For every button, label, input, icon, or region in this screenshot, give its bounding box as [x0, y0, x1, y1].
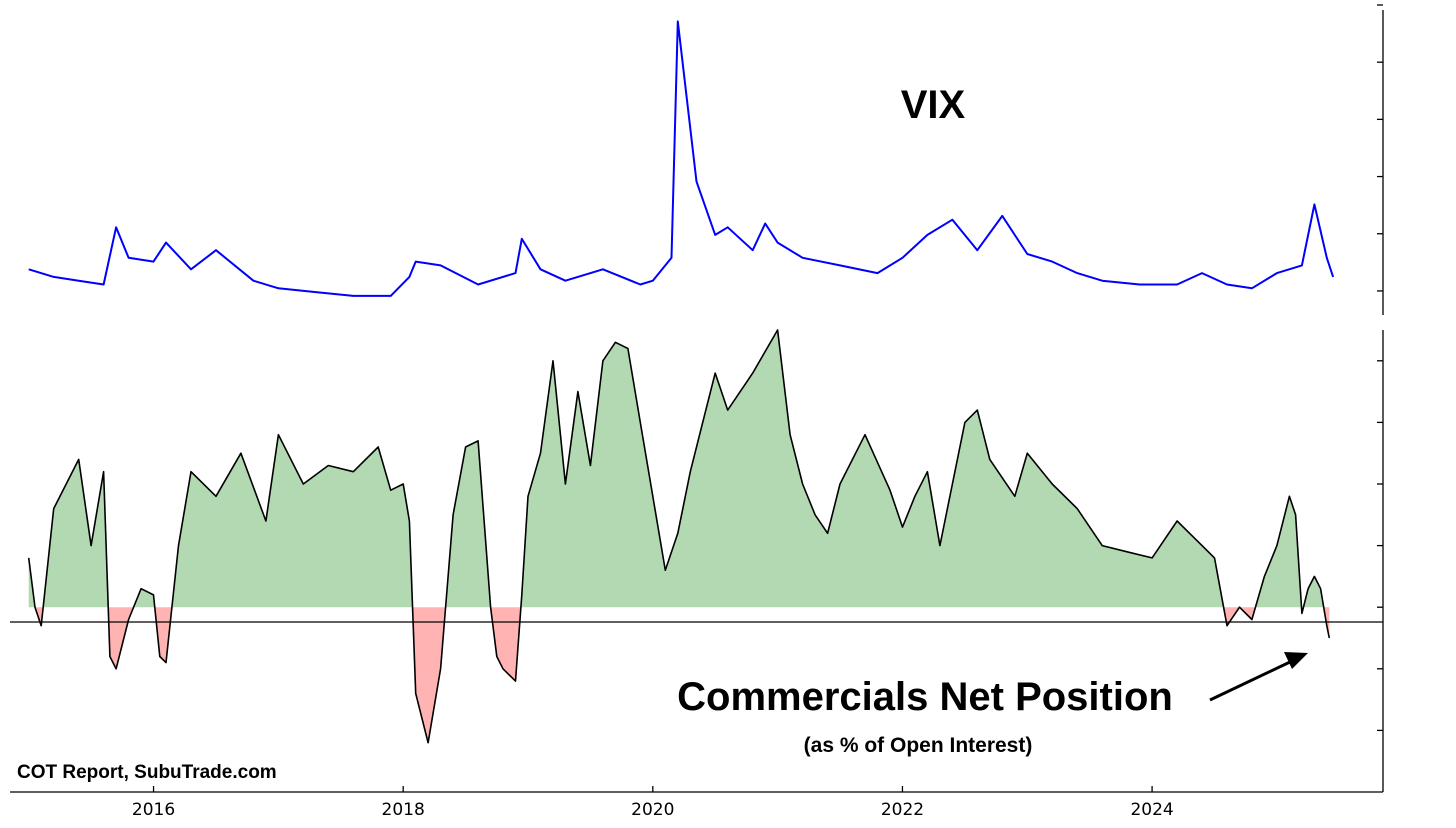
positive-fill-14: [1255, 496, 1302, 608]
x-tick-label-2024: 2024: [1130, 800, 1173, 820]
positive-fill-16: [1303, 576, 1324, 608]
cot-annotation-subtitle: (as % of Open Interest): [804, 734, 1033, 757]
right-axis-ticks: [1377, 4, 1383, 732]
cot-net-position-line: [27, 329, 1331, 744]
negative-fill-7: [412, 607, 446, 743]
positive-fill-8: [445, 440, 491, 608]
vix-line: [28, 20, 1335, 297]
x-tick-label-2018: 2018: [382, 800, 425, 820]
credit-label: COT Report, SubuTrade.com: [17, 762, 277, 783]
x-tick-label-2022: 2022: [881, 800, 924, 820]
annotation-arrow-head: [1284, 652, 1308, 669]
positive-fill-10: [520, 330, 1224, 608]
x-axis-ticks: 2016 2018 2020 2022 2024: [132, 786, 1174, 820]
cot-fill-areas: [28, 330, 1330, 743]
annotation-arrow-shaft: [1209, 660, 1291, 702]
x-tick-label-2020: 2020: [631, 800, 674, 820]
positive-fill-2: [43, 459, 109, 608]
cot-annotation-title: Commercials Net Position: [677, 675, 1173, 719]
positive-fill-6: [171, 434, 413, 608]
negative-fill-9: [490, 607, 521, 682]
x-tick-label-2016: 2016: [132, 800, 175, 820]
vix-title: VIX: [901, 83, 966, 127]
